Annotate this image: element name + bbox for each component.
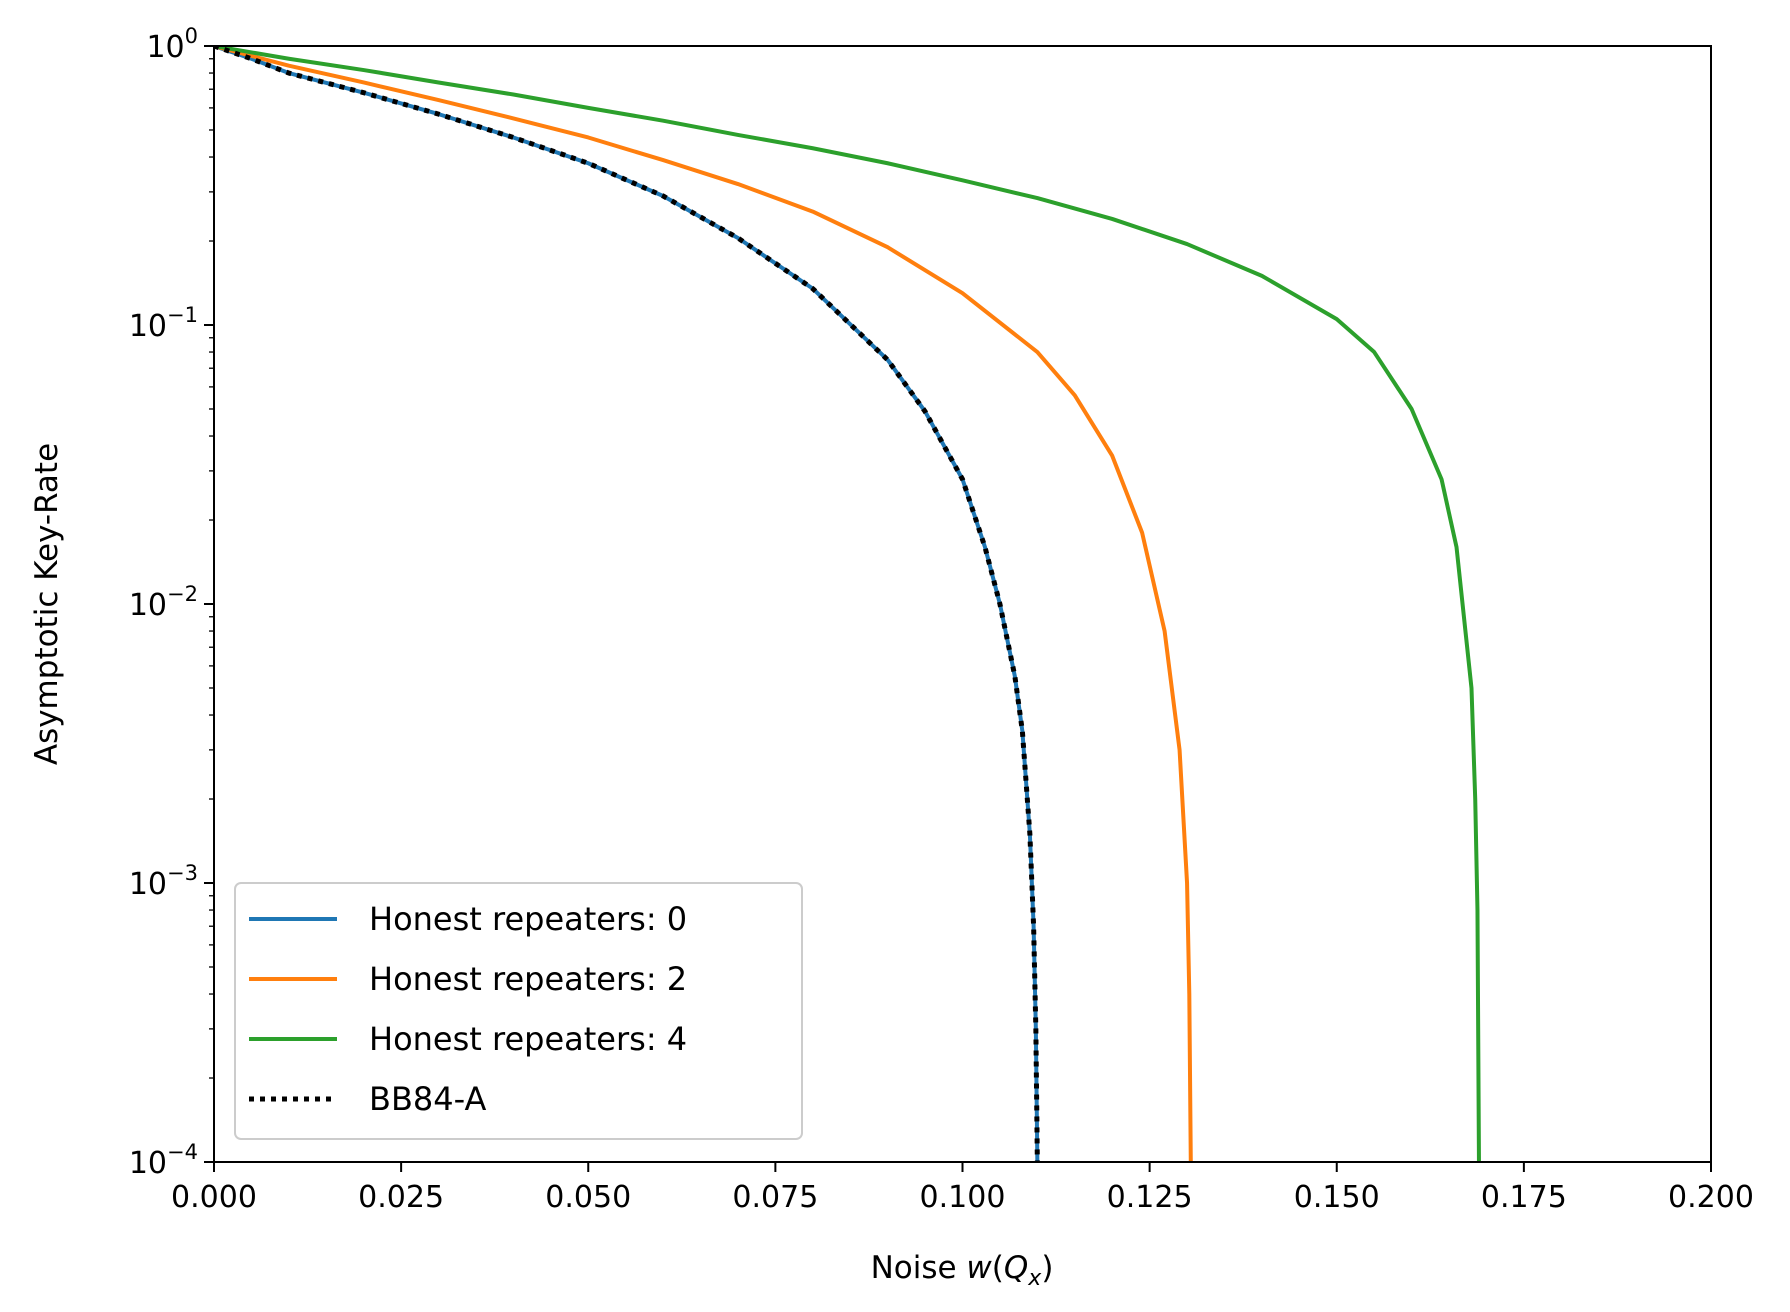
y-tick-label: 10−1 xyxy=(129,303,198,344)
x-tick-label: 0.200 xyxy=(1668,1180,1754,1215)
ticks-layer: 0.000 0.025 0.050 0.075 0.100 0.125 0.150 0.175… xyxy=(129,24,1754,1215)
y-tick-exponent: −1 xyxy=(167,303,198,327)
legend-frame xyxy=(234,882,803,1140)
x-axis-label-math-open: ( xyxy=(992,1250,1004,1286)
y-tick-label: 100 xyxy=(146,24,198,65)
x-axis-label-math-var: Q xyxy=(1004,1250,1028,1286)
y-tick-base: 10 xyxy=(129,309,167,344)
legend-label-3: BB84-A xyxy=(369,1080,486,1118)
legend-label-1: Honest repeaters: 2 xyxy=(369,960,687,998)
x-tick-label: 0.100 xyxy=(920,1180,1006,1215)
x-tick-label: 0.150 xyxy=(1294,1180,1380,1215)
x-tick-label: 0.125 xyxy=(1107,1180,1193,1215)
x-tick-label: 0.050 xyxy=(545,1180,631,1215)
x-axis-label-math-sub: x xyxy=(1027,1266,1042,1291)
plot-frame xyxy=(213,45,1712,1163)
y-tick-exponent: 0 xyxy=(185,24,198,48)
x-tick-label: 0.075 xyxy=(732,1180,818,1215)
legend: Honest repeaters: 0 Honest repeaters: 2 Ho… xyxy=(234,882,803,1140)
y-tick-base: 10 xyxy=(146,30,184,65)
y-tick-exponent: −4 xyxy=(167,1140,198,1164)
series-line-3 xyxy=(214,46,1040,1162)
x-axis-label-math-close: ) xyxy=(1041,1250,1053,1286)
x-tick-label: 0.175 xyxy=(1481,1180,1567,1215)
y-tick-label: 10−3 xyxy=(129,861,198,902)
y-axis-label: Asymptotic Key-Rate xyxy=(29,443,65,765)
series-line-1 xyxy=(214,46,1193,1162)
x-axis-label-math-base: w xyxy=(966,1250,992,1286)
y-tick-base: 10 xyxy=(129,588,167,623)
y-tick-exponent: −3 xyxy=(167,861,198,885)
x-axis-label: Noise w(Qx) xyxy=(871,1250,1054,1291)
x-tick-label: 0.025 xyxy=(358,1180,444,1215)
y-tick-exponent: −2 xyxy=(167,582,198,606)
x-axis-label-text: Noise xyxy=(871,1250,967,1286)
y-tick-label: 10−2 xyxy=(129,582,198,623)
series-line-2 xyxy=(214,46,1481,1162)
y-tick-base: 10 xyxy=(129,1146,167,1181)
legend-label-2: Honest repeaters: 4 xyxy=(369,1020,687,1058)
y-tick-label: 10−4 xyxy=(129,1140,198,1181)
x-tick-label: 0.000 xyxy=(171,1180,257,1215)
y-tick-base: 10 xyxy=(129,867,167,902)
series-layer xyxy=(214,46,1481,1162)
legend-label-0: Honest repeaters: 0 xyxy=(369,900,687,938)
